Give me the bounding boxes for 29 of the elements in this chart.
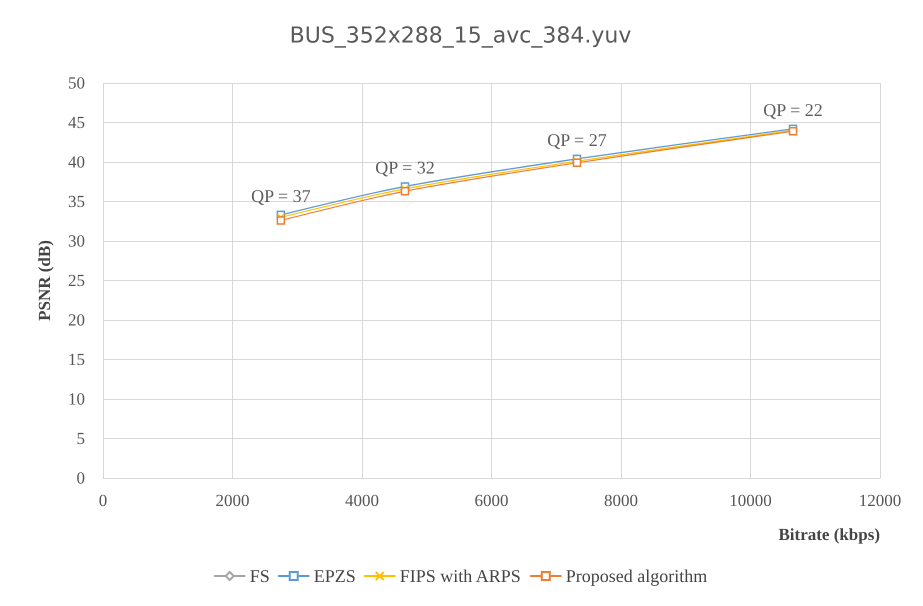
y-tick-label: 5 [76,429,85,448]
y-tick-label: 50 [68,74,85,92]
annotation: QP = 27 [547,130,607,150]
x-axis-title: Bitrate (kbps) [778,525,880,544]
annotation: QP = 32 [375,157,435,178]
x-tick-label: 8000 [604,491,638,510]
chart-title: BUS_352x288_15_avc_384.yuv [290,24,632,48]
y-tick-label: 15 [68,350,85,369]
y-tick-label: 20 [68,310,85,330]
annotation: QP = 37 [251,186,311,206]
x-tick-label: 4000 [345,491,379,510]
y-tick-label: 25 [68,271,85,290]
x-tick-label: 10000 [729,491,772,510]
x-tick-label: 0 [98,491,108,510]
annotation: QP = 22 [763,100,823,120]
legend-label: FS [250,566,270,586]
y-axis-title: PSNR (dB) [35,240,54,321]
y-tick-label: 40 [68,152,85,172]
x-tick-label: 2000 [216,491,250,510]
y-tick-label: 10 [68,390,85,408]
legend-label: Proposed algorithm [566,566,708,586]
y-tick-label: 0 [76,468,85,488]
y-tick-label: 35 [68,192,85,211]
x-tick-label: 12000 [858,491,902,510]
x-tick-label: 6000 [474,491,508,510]
legend-label: EPZS [314,566,356,586]
legend-label: FIPS with ARPS [400,566,521,586]
y-tick-label: 30 [68,232,85,250]
y-tick-label: 45 [68,113,85,132]
